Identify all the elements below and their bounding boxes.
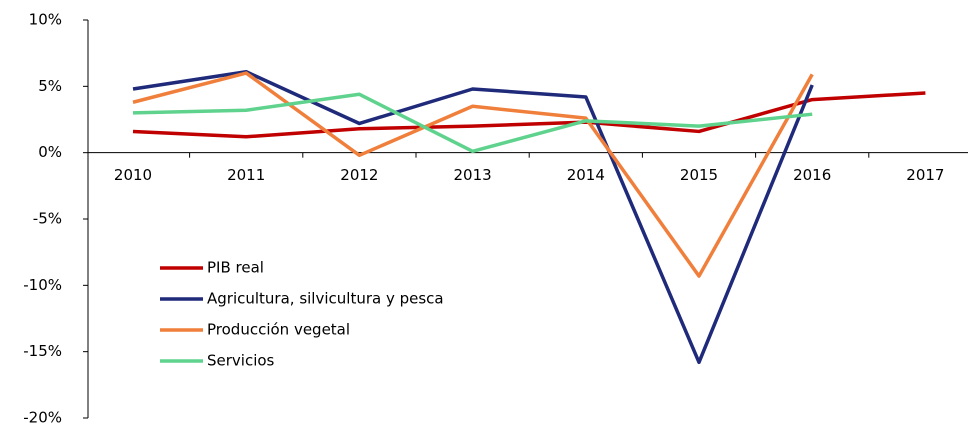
y-tick-label: -20% [23, 409, 62, 423]
y-tick-label: 10% [29, 11, 62, 29]
legend-label: Agricultura, silvicultura y pesca [207, 290, 444, 308]
series-line [132, 69, 814, 365]
legend-label: PIB real [207, 259, 264, 277]
x-tick-label: 2010 [114, 166, 152, 184]
legend-label: Producción vegetal [207, 321, 350, 339]
legend-label: Servicios [207, 352, 275, 370]
x-tick-label: 2014 [567, 166, 605, 184]
x-tick-label: 2016 [793, 166, 831, 184]
x-tick-label: 2017 [906, 166, 944, 184]
series-line [132, 92, 813, 154]
x-tick-label: 2011 [227, 166, 265, 184]
y-tick-label: -10% [23, 276, 62, 294]
x-tick-label: 2012 [340, 166, 378, 184]
y-tick-label: 5% [38, 77, 62, 95]
y-tick-label: -5% [33, 210, 62, 228]
y-tick-label: -15% [23, 342, 62, 360]
series-line [132, 71, 814, 278]
y-tick-label: 0% [38, 143, 62, 161]
x-tick-label: 2013 [454, 166, 492, 184]
x-tick-label: 2015 [680, 166, 718, 184]
